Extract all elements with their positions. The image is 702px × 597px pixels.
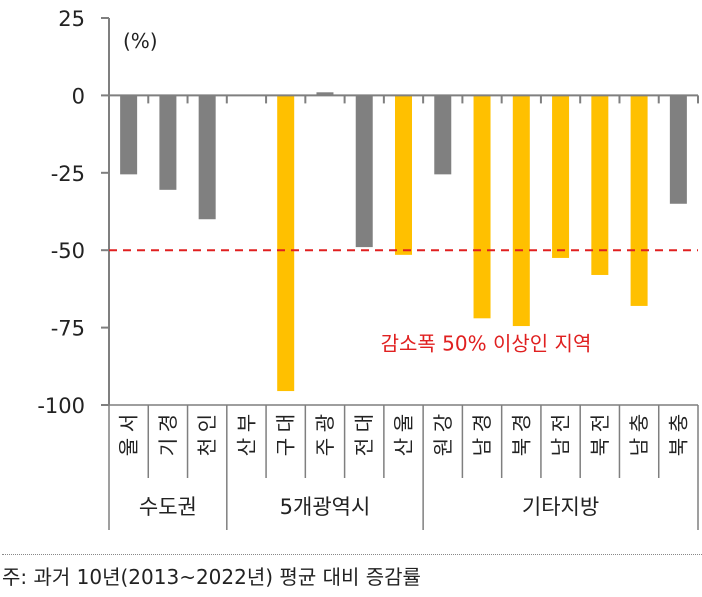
category-label: 천 bbox=[195, 438, 219, 456]
category-label: 대 bbox=[274, 414, 298, 432]
category-label: 경 bbox=[470, 414, 494, 432]
bar bbox=[552, 95, 570, 258]
bar bbox=[395, 95, 412, 255]
category-label: 울 bbox=[117, 438, 141, 456]
category-label: 인 bbox=[195, 414, 219, 432]
group-label: 5개광역시 bbox=[280, 495, 371, 519]
group-label: 기타지방 bbox=[522, 495, 599, 519]
category-label: 경 bbox=[509, 414, 533, 432]
bar bbox=[669, 95, 687, 204]
category-label: 북 bbox=[588, 438, 612, 456]
bar bbox=[198, 95, 216, 220]
y-tick-label: -25 bbox=[51, 162, 85, 186]
bar bbox=[591, 95, 609, 275]
reference-line-label: 감소폭 50% 이상인 지역 bbox=[381, 332, 592, 356]
category-label: 서 bbox=[117, 414, 141, 432]
bar bbox=[277, 95, 295, 392]
category-label: 원 bbox=[431, 438, 455, 456]
group-labels: 수도권 5개광역시 기타지방 bbox=[108, 478, 699, 530]
category-label: 남 bbox=[549, 438, 573, 456]
category-label: 울 bbox=[392, 414, 416, 432]
unit-label: (%) bbox=[123, 29, 158, 53]
bar bbox=[355, 95, 373, 248]
bar bbox=[630, 95, 648, 306]
category-label: 주 bbox=[313, 438, 337, 456]
category-label: 구 bbox=[274, 438, 298, 456]
category-label: 기 bbox=[156, 438, 180, 456]
category-label: 산 bbox=[234, 438, 258, 456]
x-axis bbox=[108, 94, 699, 104]
category-label: 북 bbox=[666, 438, 690, 456]
y-tick-label: -50 bbox=[51, 239, 85, 263]
y-tick-label: -75 bbox=[51, 317, 85, 341]
group-label: 수도권 bbox=[139, 495, 197, 519]
bar bbox=[512, 95, 530, 327]
y-axis: 25 0 -25 -50 -75 -100 bbox=[37, 7, 110, 418]
category-label: 충 bbox=[627, 414, 651, 432]
category-label: 전 bbox=[549, 414, 573, 432]
category-label: 북 bbox=[509, 438, 533, 456]
category-label: 부 bbox=[234, 414, 258, 432]
bar bbox=[120, 95, 138, 175]
bar bbox=[159, 95, 177, 190]
category-label: 전 bbox=[352, 438, 376, 456]
category-label: 대 bbox=[352, 414, 376, 432]
category-label: 경 bbox=[156, 414, 180, 432]
bar bbox=[434, 95, 452, 175]
category-label: 전 bbox=[588, 414, 612, 432]
reference-line-group: 감소폭 50% 이상인 지역 bbox=[109, 249, 698, 356]
category-label: 충 bbox=[666, 414, 690, 432]
category-label: 남 bbox=[627, 438, 651, 456]
category-label: 강 bbox=[431, 414, 455, 432]
bar-chart: 250-25-50-75-100 (%) 감소폭 50% 이상인 지역 서울경기… bbox=[37, 7, 699, 530]
bar bbox=[316, 92, 334, 96]
footnote: 주: 과거 10년(2013~2022년) 평균 대비 증감률 bbox=[2, 554, 702, 590]
category-label: 광 bbox=[313, 414, 337, 432]
y-tick-label: 25 bbox=[58, 7, 85, 31]
category-label: 남 bbox=[470, 438, 494, 456]
category-label: 산 bbox=[392, 438, 416, 456]
bars bbox=[120, 92, 687, 392]
y-tick-label: 0 bbox=[72, 84, 85, 108]
bar bbox=[473, 95, 491, 319]
y-tick-label: -100 bbox=[37, 394, 85, 418]
